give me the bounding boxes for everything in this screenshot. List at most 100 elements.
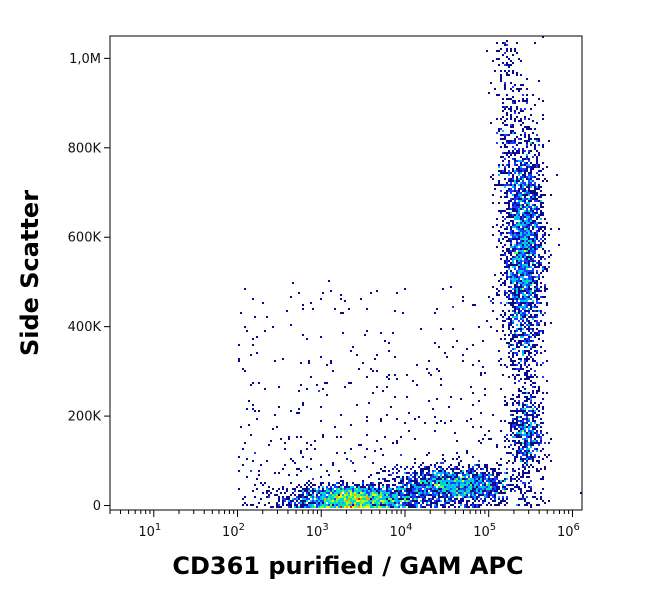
event-dot — [512, 230, 514, 232]
event-dot — [534, 250, 536, 252]
event-dot — [306, 466, 308, 468]
event-dot — [440, 462, 442, 464]
event-dot — [440, 420, 442, 422]
event-dot — [422, 486, 424, 488]
event-dot — [480, 504, 482, 506]
event-dot — [516, 290, 518, 292]
event-dot — [510, 140, 512, 142]
event-dot — [274, 472, 276, 474]
event-dot — [404, 500, 406, 502]
event-dot — [540, 244, 542, 246]
event-dot — [506, 276, 508, 278]
event-dot — [524, 252, 526, 254]
event-dot — [532, 376, 534, 378]
event-dot — [398, 506, 400, 508]
event-dot — [510, 238, 512, 240]
event-dot — [522, 184, 524, 186]
event-dot — [500, 500, 502, 502]
event-dot — [506, 182, 508, 184]
event-dot — [458, 500, 460, 502]
event-dot — [382, 486, 384, 488]
event-dot — [504, 396, 506, 398]
event-dot — [388, 504, 390, 506]
event-dot — [508, 296, 510, 298]
event-dot — [512, 374, 514, 376]
event-dot — [386, 496, 388, 498]
event-dot — [528, 310, 530, 312]
event-dot — [472, 490, 474, 492]
event-dot — [544, 324, 546, 326]
event-dot — [376, 500, 378, 502]
event-dot — [522, 402, 524, 404]
event-dot — [402, 492, 404, 494]
event-dot — [520, 200, 522, 202]
event-dot — [458, 472, 460, 474]
event-dot — [478, 484, 480, 486]
event-dot — [534, 252, 536, 254]
event-dot — [540, 422, 542, 424]
event-dot — [512, 262, 514, 264]
event-dot — [540, 312, 542, 314]
event-dot — [414, 484, 416, 486]
event-dot — [518, 172, 520, 174]
event-dot — [508, 264, 510, 266]
event-dot — [488, 478, 490, 480]
event-dot — [528, 230, 530, 232]
event-dot — [418, 490, 420, 492]
event-dot — [278, 406, 280, 408]
event-dot — [460, 460, 462, 462]
event-dot — [422, 492, 424, 494]
event-dot — [312, 500, 314, 502]
event-dot — [490, 474, 492, 476]
event-dot — [532, 282, 534, 284]
event-dot — [290, 500, 292, 502]
event-dot — [518, 388, 520, 390]
event-dot — [332, 370, 334, 372]
event-dot — [526, 176, 528, 178]
event-dot — [504, 492, 506, 494]
event-dot — [526, 252, 528, 254]
event-dot — [520, 492, 522, 494]
event-dot — [278, 386, 280, 388]
event-dot — [306, 494, 308, 496]
event-dot — [520, 322, 522, 324]
event-dot — [466, 504, 468, 506]
event-dot — [504, 312, 506, 314]
event-dot — [512, 432, 514, 434]
event-dot — [392, 500, 394, 502]
event-dot — [320, 490, 322, 492]
event-dot — [522, 254, 524, 256]
event-dot — [526, 226, 528, 228]
event-dot — [534, 492, 536, 494]
event-dot — [522, 188, 524, 190]
event-dot — [542, 422, 544, 424]
event-dot — [520, 420, 522, 422]
event-dot — [510, 410, 512, 412]
event-dot — [532, 208, 534, 210]
event-dot — [526, 270, 528, 272]
event-dot — [524, 172, 526, 174]
event-dot — [528, 290, 530, 292]
event-dot — [482, 494, 484, 496]
event-dot — [338, 498, 340, 500]
event-dot — [410, 468, 412, 470]
event-dot — [536, 246, 538, 248]
event-dot — [454, 490, 456, 492]
event-dot — [282, 486, 284, 488]
event-dot — [342, 496, 344, 498]
event-dot — [516, 42, 518, 44]
event-dot — [324, 496, 326, 498]
event-dot — [372, 496, 374, 498]
event-dot — [534, 314, 536, 316]
event-dot — [352, 488, 354, 490]
event-dot — [376, 492, 378, 494]
event-dot — [386, 376, 388, 378]
event-dot — [504, 282, 506, 284]
event-dot — [532, 310, 534, 312]
event-dot — [494, 480, 496, 482]
event-dot — [522, 278, 524, 280]
event-dot — [362, 484, 364, 486]
event-dot — [318, 490, 320, 492]
event-dot — [526, 222, 528, 224]
event-dot — [536, 272, 538, 274]
